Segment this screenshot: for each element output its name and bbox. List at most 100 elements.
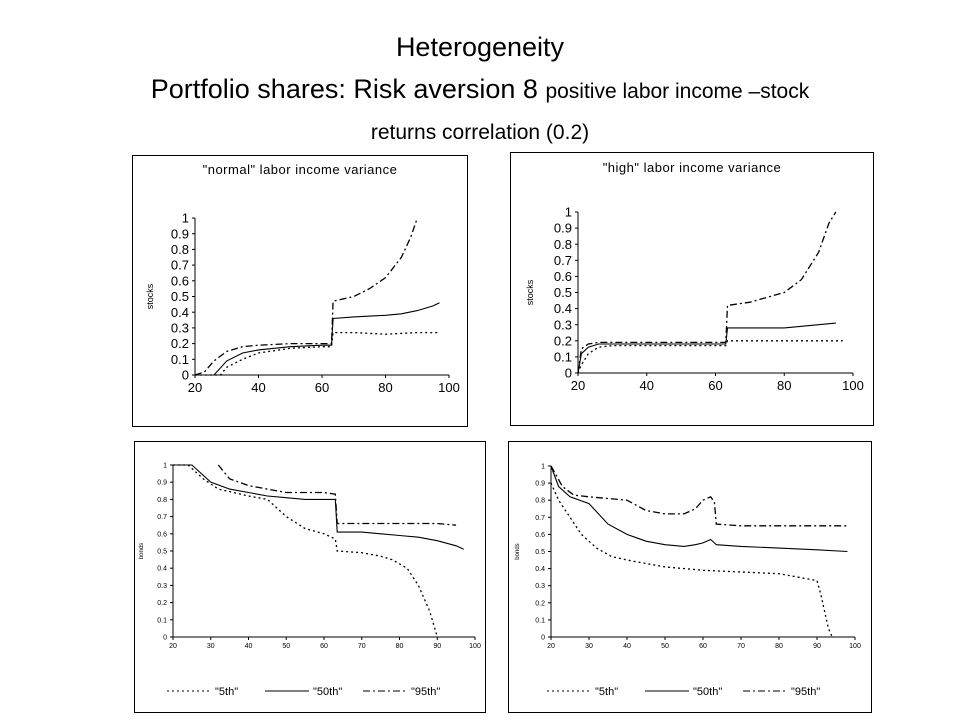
x-tick-label: 50 <box>282 643 290 650</box>
series-line-dotted <box>577 340 843 374</box>
chart-bonds-high-variance: 0 0.1 0.2 0.3 0.4 0.5 0.6 0.7 0.8 0.9 1 20 30 40 50 60 7… <box>508 441 872 713</box>
y-axis-label: bonds <box>139 543 145 559</box>
x-tick-label: 100 <box>842 378 864 393</box>
y-tick-label: 0.8 <box>157 497 167 504</box>
y-tick-label: 0.1 <box>554 349 572 364</box>
y-tick-label: 0.1 <box>171 352 189 367</box>
legend-label: "5th" <box>595 686 618 698</box>
slide-subtitle-continued: returns correlation (0.2) <box>370 121 590 144</box>
y-tick-label: 0.4 <box>157 566 167 573</box>
x-tick-label: 40 <box>640 378 654 393</box>
y-tick-label: 0.1 <box>535 617 545 624</box>
x-tick-label: 40 <box>623 643 631 650</box>
x-tick-label: 70 <box>737 643 745 650</box>
y-tick-label: 0.7 <box>535 515 545 522</box>
subtitle-large-text: Portfolio shares: Risk aversion 8 <box>150 74 538 104</box>
legend-label: "5th" <box>215 686 238 698</box>
y-tick-label: 0.9 <box>554 221 572 236</box>
y-tick-label: 0.2 <box>171 336 189 351</box>
y-tick-label: 1 <box>163 462 167 469</box>
y-tick-label: 0.4 <box>535 566 545 573</box>
series-line-solid <box>550 465 848 553</box>
y-tick-label: 0.9 <box>171 226 189 241</box>
y-tick-label: 1 <box>541 463 545 470</box>
series-line-dotted <box>550 482 833 638</box>
chart-svg: "high" labor income variance00.10.20.30.… <box>525 160 864 393</box>
series-line-dashdot <box>550 465 848 527</box>
chart-stocks-high-variance: "high" labor income variance 0 0.1 0.2 0.3 0.… <box>510 152 874 426</box>
y-tick-label: 0 <box>163 634 167 641</box>
subtitle-small-text: positive labor income –stock <box>545 80 810 103</box>
y-tick-label: 0 <box>541 634 545 641</box>
series-line-solid <box>195 302 440 376</box>
x-tick-label: 40 <box>251 380 265 395</box>
y-tick-label: 0.6 <box>171 273 189 288</box>
series-line-dashdot <box>577 211 837 374</box>
x-tick-label: 100 <box>438 380 460 395</box>
x-tick-label: 40 <box>245 643 253 650</box>
y-tick-label: 0.4 <box>554 301 572 316</box>
chart-title: "normal" labor income variance <box>203 162 398 177</box>
series-line-dashdot <box>217 464 457 526</box>
y-tick-label: 0.3 <box>535 583 545 590</box>
chart-title: "high" labor income variance <box>603 160 782 175</box>
slide-title: Heterogeneity <box>395 32 565 62</box>
slide-subtitle: Portfolio shares: Risk aversion 8 positi… <box>0 72 960 109</box>
y-axis-label: stocks <box>525 279 535 305</box>
legend-label: "95th" <box>411 686 440 698</box>
x-tick-label: 90 <box>433 643 441 650</box>
x-tick-label: 90 <box>813 643 821 650</box>
chart-svg: 0 0.1 0.2 0.3 0.4 0.5 0.6 0.7 0.8 0.9 1 20 30 40 50 60 7… <box>515 463 861 698</box>
y-tick-label: 0.7 <box>554 253 572 268</box>
chart-bonds-normal-variance: 0 0.1 0.2 0.3 0.4 0.5 0.6 0.7 0.8 0.9 1 20 30 40 50 60 7… <box>134 441 486 713</box>
y-axis-label: bonds <box>515 543 521 559</box>
y-tick-label: 0.5 <box>157 548 167 555</box>
y-tick-label: 0.6 <box>554 269 572 284</box>
y-tick-label: 0.8 <box>171 242 189 257</box>
series-line-dotted <box>195 331 440 376</box>
x-tick-label: 30 <box>207 643 215 650</box>
x-tick-label: 20 <box>169 643 177 650</box>
x-tick-label: 50 <box>661 643 669 650</box>
series-line-solid <box>577 322 836 374</box>
x-tick-label: 30 <box>585 643 593 650</box>
x-tick-label: 100 <box>469 643 481 650</box>
legend-label: "95th" <box>791 686 820 698</box>
y-tick-label: 0.2 <box>535 600 545 607</box>
y-tick-label: 0.2 <box>554 333 572 348</box>
series-line-solid <box>173 464 464 550</box>
y-tick-label: 0.2 <box>157 600 167 607</box>
y-tick-label: 1 <box>565 205 572 220</box>
y-tick-label: 0.5 <box>535 549 545 556</box>
y-tick-label: 0.3 <box>554 317 572 332</box>
x-tick-label: 80 <box>775 643 783 650</box>
y-tick-label: 0.3 <box>157 583 167 590</box>
chart-stocks-normal-variance: "normal" labor income variance 0 0.1 0.2 0.3… <box>132 155 468 427</box>
y-tick-label: 0.9 <box>157 480 167 487</box>
x-tick-label: 60 <box>315 380 329 395</box>
x-tick-label: 20 <box>188 380 202 395</box>
y-tick-label: 0.9 <box>535 481 545 488</box>
y-tick-label: 0.3 <box>171 320 189 335</box>
series-line-dotted <box>173 464 438 638</box>
legend-label: "50th" <box>693 686 722 698</box>
y-tick-label: 0.1 <box>157 617 167 624</box>
y-tick-label: 0.4 <box>171 305 189 320</box>
x-tick-label: 60 <box>708 378 722 393</box>
chart-svg: 0 0.1 0.2 0.3 0.4 0.5 0.6 0.7 0.8 0.9 1 20 30 40 50 60 7… <box>139 462 481 698</box>
y-axis-label: stocks <box>145 283 155 309</box>
y-tick-label: 1 <box>182 211 189 226</box>
x-tick-label: 100 <box>849 643 861 650</box>
y-tick-label: 0.5 <box>171 289 189 304</box>
y-tick-label: 0.7 <box>171 258 189 273</box>
series-line-dashdot <box>194 217 418 376</box>
y-tick-label: 0 <box>565 366 572 381</box>
y-tick-label: 0.8 <box>554 237 572 252</box>
x-tick-label: 70 <box>358 643 366 650</box>
y-tick-label: 0.6 <box>157 531 167 538</box>
x-tick-label: 20 <box>571 378 585 393</box>
chart-svg: "normal" labor income variance 00.10.20.3… <box>145 162 460 395</box>
y-tick-label: 0.8 <box>535 498 545 505</box>
y-tick-label: 0 <box>182 368 189 383</box>
x-tick-label: 80 <box>777 378 791 393</box>
